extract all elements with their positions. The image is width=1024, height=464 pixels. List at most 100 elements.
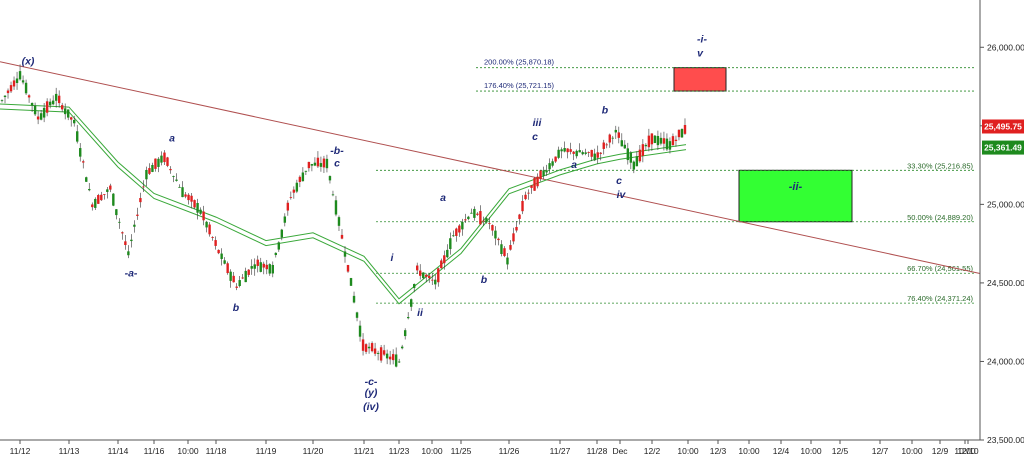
candle-body bbox=[626, 148, 630, 161]
candle-body bbox=[91, 204, 94, 208]
candle-body bbox=[196, 202, 199, 213]
candle-body bbox=[229, 271, 232, 281]
fib-level-label: 76.40% (24,371.24) bbox=[907, 294, 973, 303]
candle-body bbox=[593, 153, 596, 161]
candle-body bbox=[268, 264, 271, 274]
fib-level-label: 33.30% (25,216.85) bbox=[907, 161, 973, 170]
candle-body bbox=[488, 223, 491, 224]
ma-price-box bbox=[982, 140, 1024, 155]
candle-body bbox=[157, 158, 160, 167]
candle-body bbox=[76, 131, 79, 142]
candle-body bbox=[656, 135, 660, 146]
candle-body bbox=[476, 213, 479, 215]
candle-body bbox=[130, 239, 133, 242]
candle-body bbox=[617, 132, 620, 138]
candle-body bbox=[51, 100, 55, 105]
candle-body bbox=[467, 216, 470, 220]
x-tick-label: 11/20 bbox=[303, 446, 324, 456]
candle-body bbox=[274, 252, 277, 256]
candle-body bbox=[455, 228, 458, 236]
y-tick-label: 25,000.00 bbox=[987, 199, 1024, 209]
candle-body bbox=[262, 263, 265, 268]
candle-body bbox=[506, 257, 509, 265]
candle-body bbox=[485, 218, 488, 223]
candle-body bbox=[121, 232, 124, 234]
candle-body bbox=[464, 219, 467, 221]
candle-body bbox=[316, 157, 320, 167]
candle-body bbox=[85, 177, 88, 182]
candle-body bbox=[292, 189, 296, 193]
candle-body bbox=[452, 235, 455, 237]
candle-body bbox=[431, 279, 434, 281]
candle-body bbox=[298, 176, 302, 182]
candle-body bbox=[304, 170, 308, 172]
candle-body bbox=[280, 229, 284, 238]
candle-body bbox=[33, 106, 37, 115]
candle-body bbox=[118, 221, 121, 223]
wave-label: iii bbox=[533, 117, 543, 129]
candle-body bbox=[509, 245, 512, 250]
target-zone bbox=[738, 169, 853, 223]
x-tick-label: 11/13 bbox=[59, 446, 80, 456]
candle-body bbox=[653, 135, 657, 144]
candle-body bbox=[94, 198, 97, 208]
x-tick-label: 12/9 bbox=[932, 446, 949, 456]
wave-label: b bbox=[233, 302, 240, 314]
candle-body bbox=[145, 169, 148, 180]
candle-body bbox=[449, 238, 452, 250]
x-tick-label: 10:00 bbox=[177, 446, 199, 456]
candle-body bbox=[346, 265, 350, 272]
candle-body bbox=[124, 241, 127, 246]
candle-body bbox=[295, 182, 299, 192]
candle-body bbox=[443, 255, 446, 264]
candle-body bbox=[665, 138, 669, 150]
candle-body bbox=[226, 263, 229, 274]
candle-body bbox=[232, 275, 235, 283]
candle-body bbox=[470, 212, 473, 214]
candle-body bbox=[301, 172, 305, 182]
x-tick-label: 10:00 bbox=[738, 446, 760, 456]
candle-body bbox=[650, 133, 654, 145]
candle-body bbox=[343, 251, 347, 257]
wave-label: c bbox=[616, 175, 622, 187]
candle-body bbox=[250, 266, 253, 269]
candle-body bbox=[21, 80, 25, 83]
fib-level-label: 50.00% (24,889.20) bbox=[907, 213, 973, 222]
candle-body bbox=[358, 325, 362, 337]
candle-body bbox=[265, 264, 268, 270]
x-tick-label: 11/21 bbox=[354, 446, 375, 456]
candle-body bbox=[578, 150, 581, 153]
candle-body bbox=[446, 249, 449, 258]
candle-body bbox=[60, 105, 64, 110]
candle-body bbox=[611, 137, 614, 139]
candle-body bbox=[400, 346, 404, 349]
candle-body bbox=[39, 113, 43, 120]
candle-body bbox=[602, 142, 605, 149]
candle-body bbox=[533, 178, 536, 191]
candle-body bbox=[271, 264, 274, 274]
candle-body bbox=[3, 95, 7, 98]
candle-body bbox=[581, 152, 584, 155]
wave-label: (x) bbox=[22, 56, 35, 68]
candle-body bbox=[638, 149, 642, 162]
candle-body bbox=[512, 233, 515, 242]
candle-body bbox=[416, 265, 419, 271]
x-tick-label: 10:00 bbox=[421, 446, 443, 456]
wave-label: iv bbox=[617, 189, 627, 201]
candle-body bbox=[527, 192, 530, 194]
candle-body bbox=[286, 202, 290, 211]
candle-body bbox=[106, 189, 109, 192]
x-tick-label: 11/16 bbox=[144, 446, 165, 456]
x-tick-label: 10:00 bbox=[677, 446, 699, 456]
candle-body bbox=[641, 144, 645, 156]
x-tick-label: 12/10 bbox=[957, 446, 979, 456]
candle-body bbox=[370, 343, 374, 352]
candle-body bbox=[440, 260, 443, 269]
candle-body bbox=[256, 259, 259, 266]
wave-label: v bbox=[697, 48, 704, 60]
candle-body bbox=[54, 93, 58, 101]
candle-body bbox=[30, 102, 34, 106]
candle-body bbox=[133, 224, 136, 227]
candle-body bbox=[283, 216, 287, 223]
candle-body bbox=[644, 144, 648, 147]
